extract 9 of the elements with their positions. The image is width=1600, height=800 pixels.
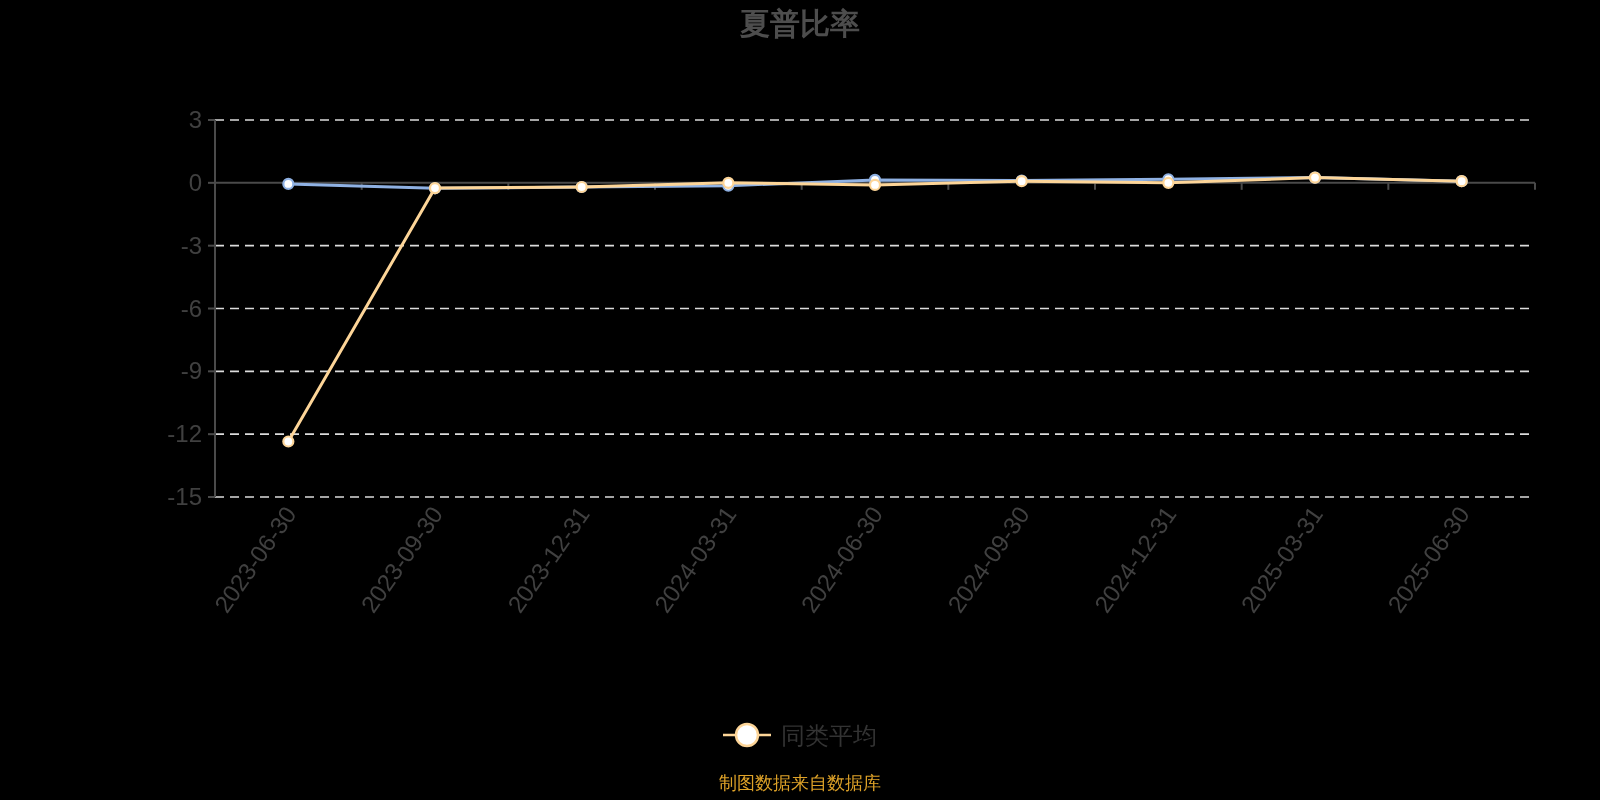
y-tick-label: -6 [180,294,202,322]
y-tick-label: 3 [188,106,202,133]
y-tick-label: -9 [180,357,202,385]
y-tick-label: -15 [167,483,202,510]
y-tick-label: -3 [180,231,202,259]
title: 夏普比率 [740,7,860,40]
y-tick-label: -12 [167,420,202,448]
annotation: 制图数据来自数据库 [719,773,881,793]
y-tick-label: 0 [188,168,202,196]
